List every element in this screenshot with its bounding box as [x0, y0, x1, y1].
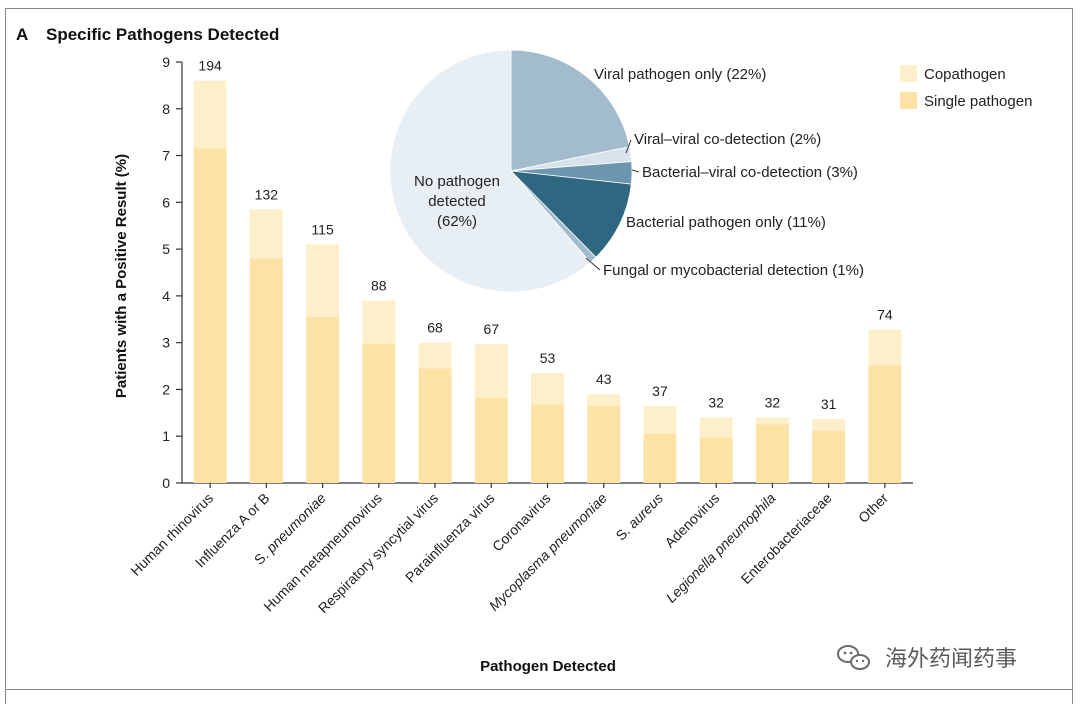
panel-label: A: [16, 25, 28, 44]
bar-data-label: 32: [708, 395, 724, 411]
pie-label: Viral–viral co-detection (2%): [634, 131, 821, 148]
y-tick-label: 7: [162, 148, 170, 164]
bar-copathogen: [418, 342, 452, 369]
x-tick-label: Mycoplasma pneumoniae: [486, 490, 610, 614]
x-tick-label: S. aureus: [612, 490, 666, 544]
pie-label-no-pathogen: No pathogen detected (62%): [414, 173, 500, 230]
bar-data-label: 32: [765, 395, 781, 411]
y-tick-label: 0: [162, 475, 170, 491]
bar-copathogen: [812, 418, 846, 431]
pie-label: Viral pathogen only (22%): [594, 66, 766, 83]
bar-data-label: 37: [652, 383, 668, 399]
bar-copathogen: [531, 373, 564, 405]
watermark: 海外药闻药事: [837, 645, 1017, 671]
pie-slice: [389, 49, 591, 293]
pie-label: Bacterial pathogen only (11%): [626, 214, 826, 231]
bar-copathogen: [755, 417, 789, 425]
pie-leader-line: [585, 257, 601, 271]
next-panel-edge: [5, 690, 1073, 704]
x-tick-label: Legionella pneumophila: [663, 490, 779, 606]
x-axis-title: Pathogen Detected: [480, 658, 616, 675]
bar-copathogen: [643, 405, 677, 434]
bar-data-label: 194: [198, 58, 222, 74]
pie-chart: Viral pathogen only (22%) Viral–viral co-…: [389, 49, 864, 293]
bar-data-label: 132: [255, 186, 279, 202]
bar-single-pathogen: [418, 368, 452, 483]
bar-single-pathogen: [755, 424, 789, 483]
bar-single-pathogen: [587, 405, 621, 483]
pie-leader-line: [625, 139, 632, 154]
legend: Copathogen Single pathogen: [900, 65, 1032, 110]
bar-copathogen: [362, 300, 396, 344]
bar-data-label: 115: [311, 221, 334, 237]
bar-copathogen: [868, 329, 902, 366]
bar-data-label: 31: [821, 396, 837, 412]
legend-label: Copathogen: [924, 66, 1006, 83]
bar-single-pathogen: [474, 397, 508, 483]
bar-data-label: 43: [596, 371, 612, 387]
bar-single-pathogen: [193, 148, 227, 484]
y-tick-label: 4: [162, 288, 170, 304]
bar-data-label: 53: [540, 350, 556, 366]
bar-single-pathogen: [249, 258, 283, 483]
bar-single-pathogen: [643, 433, 677, 483]
panel-title: Specific Pathogens Detected: [46, 25, 279, 44]
x-tick-label: Other: [855, 490, 891, 526]
bar-copathogen: [306, 244, 340, 317]
y-tick-label: 6: [162, 194, 170, 210]
y-tick-label: 2: [162, 381, 170, 397]
bar-copathogen: [699, 417, 733, 438]
y-tick-label: 9: [162, 54, 170, 70]
wechat-icon: [837, 645, 870, 670]
watermark-text: 海外药闻药事: [885, 646, 1017, 671]
bar-single-pathogen: [362, 343, 396, 483]
bar-data-label: 68: [427, 320, 443, 336]
pie-label: Fungal or mycobacterial detection (1%): [603, 262, 864, 279]
legend-swatch: [900, 92, 917, 109]
pie-slice: [510, 49, 631, 172]
pie-slice: [509, 170, 632, 258]
bar-copathogen: [474, 344, 508, 398]
bar-single-pathogen: [531, 404, 564, 483]
y-tick-label: 5: [162, 241, 170, 257]
y-axis-title: Patients with a Positive Result (%): [113, 154, 130, 398]
bar-copathogen: [193, 80, 227, 149]
bar-data-label: 74: [877, 307, 893, 323]
bar-single-pathogen: [812, 430, 846, 483]
y-tick-label: 1: [162, 428, 170, 444]
bar-single-pathogen: [306, 316, 340, 483]
legend-swatch: [900, 65, 917, 82]
bar-copathogen: [587, 394, 621, 406]
pie-label: Bacterial–viral co-detection (3%): [642, 164, 858, 181]
figure-frame: [5, 8, 1073, 690]
bar-single-pathogen: [699, 437, 733, 483]
bar-copathogen: [249, 209, 283, 259]
y-tick-label: 8: [162, 101, 170, 117]
x-tick-label: Adenovirus: [661, 490, 722, 551]
y-tick-label: 3: [162, 335, 170, 351]
pie-leader-line: [631, 169, 640, 173]
legend-label: Single pathogen: [924, 93, 1032, 110]
bar-data-label: 67: [483, 321, 499, 337]
bar-data-label: 88: [371, 278, 387, 294]
bar-single-pathogen: [868, 365, 902, 483]
